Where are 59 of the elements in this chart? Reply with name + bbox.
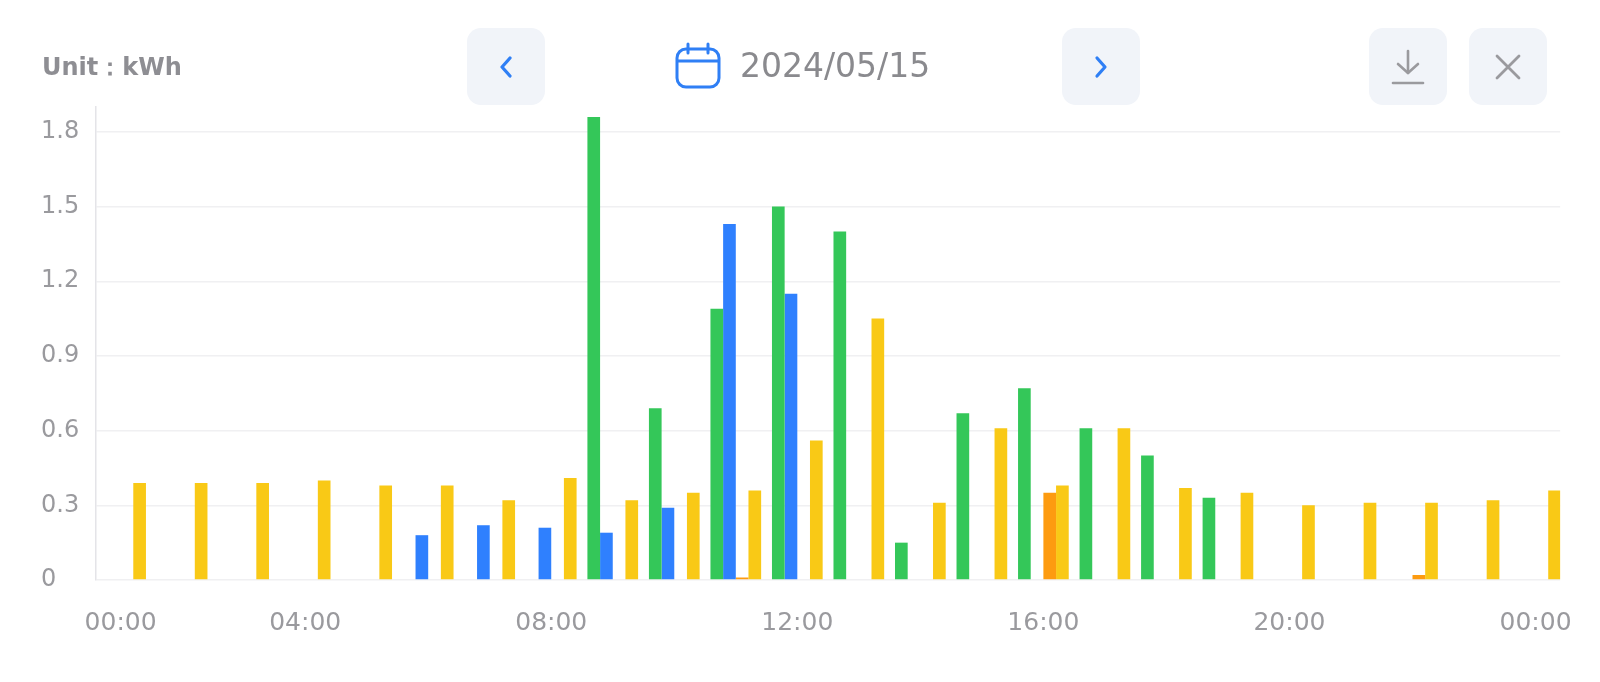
y-tick-label: 1.8 — [41, 116, 80, 145]
bar — [1486, 500, 1500, 580]
bar — [895, 542, 908, 580]
bar — [833, 231, 847, 580]
bar — [956, 413, 970, 580]
bar — [1202, 497, 1216, 580]
y-axis-title: Unit：kWh — [42, 52, 182, 83]
x-tick-label: 16:00 — [1007, 606, 1080, 636]
x-tick-label: 12:00 — [761, 606, 834, 636]
bar — [710, 308, 724, 580]
bar — [1302, 505, 1315, 580]
bar — [723, 224, 736, 580]
bar — [587, 116, 601, 580]
bar — [1548, 490, 1561, 580]
bar — [133, 482, 146, 580]
bar — [784, 293, 798, 580]
bar — [317, 480, 331, 580]
y-tick-label: 1.5 — [41, 190, 80, 219]
bar — [748, 490, 762, 580]
x-tick-label: 00:00 — [1499, 606, 1572, 636]
bar — [1079, 428, 1093, 580]
x-tick-label: 08:00 — [515, 606, 588, 636]
y-tick-label: 0.6 — [41, 414, 80, 443]
bar — [809, 440, 823, 580]
y-tick-label: 0.3 — [41, 489, 80, 518]
bar — [994, 428, 1008, 580]
bar — [1043, 492, 1057, 580]
x-tick-label: 00:00 — [84, 606, 157, 636]
bar — [771, 206, 785, 580]
bar — [1056, 485, 1069, 580]
bar — [1141, 455, 1154, 580]
bar — [477, 525, 490, 580]
bar — [256, 482, 269, 580]
bar — [538, 527, 552, 580]
bar — [194, 482, 208, 580]
x-tick-label: 20:00 — [1253, 606, 1326, 636]
y-tick-label: 0 — [41, 564, 57, 593]
bar — [1363, 502, 1377, 580]
bar — [1018, 388, 1031, 580]
bar — [625, 500, 639, 580]
bar — [933, 502, 946, 580]
bar — [502, 500, 516, 580]
y-tick-label: 1.2 — [41, 265, 80, 294]
bar — [379, 485, 393, 580]
bar — [415, 535, 429, 580]
chart-title: 2024/05/15 — [740, 45, 931, 87]
y-tick-label: 0.9 — [41, 340, 80, 369]
bar — [440, 485, 454, 580]
bar — [1240, 492, 1254, 580]
bar — [1117, 428, 1131, 580]
bar — [661, 507, 675, 580]
bar — [1425, 502, 1438, 580]
bar — [600, 532, 613, 580]
bar — [686, 492, 700, 580]
bar — [1179, 487, 1192, 580]
bar — [871, 318, 885, 580]
bar — [563, 477, 577, 580]
x-tick-label: 04:00 — [269, 606, 342, 636]
bar — [648, 408, 662, 580]
